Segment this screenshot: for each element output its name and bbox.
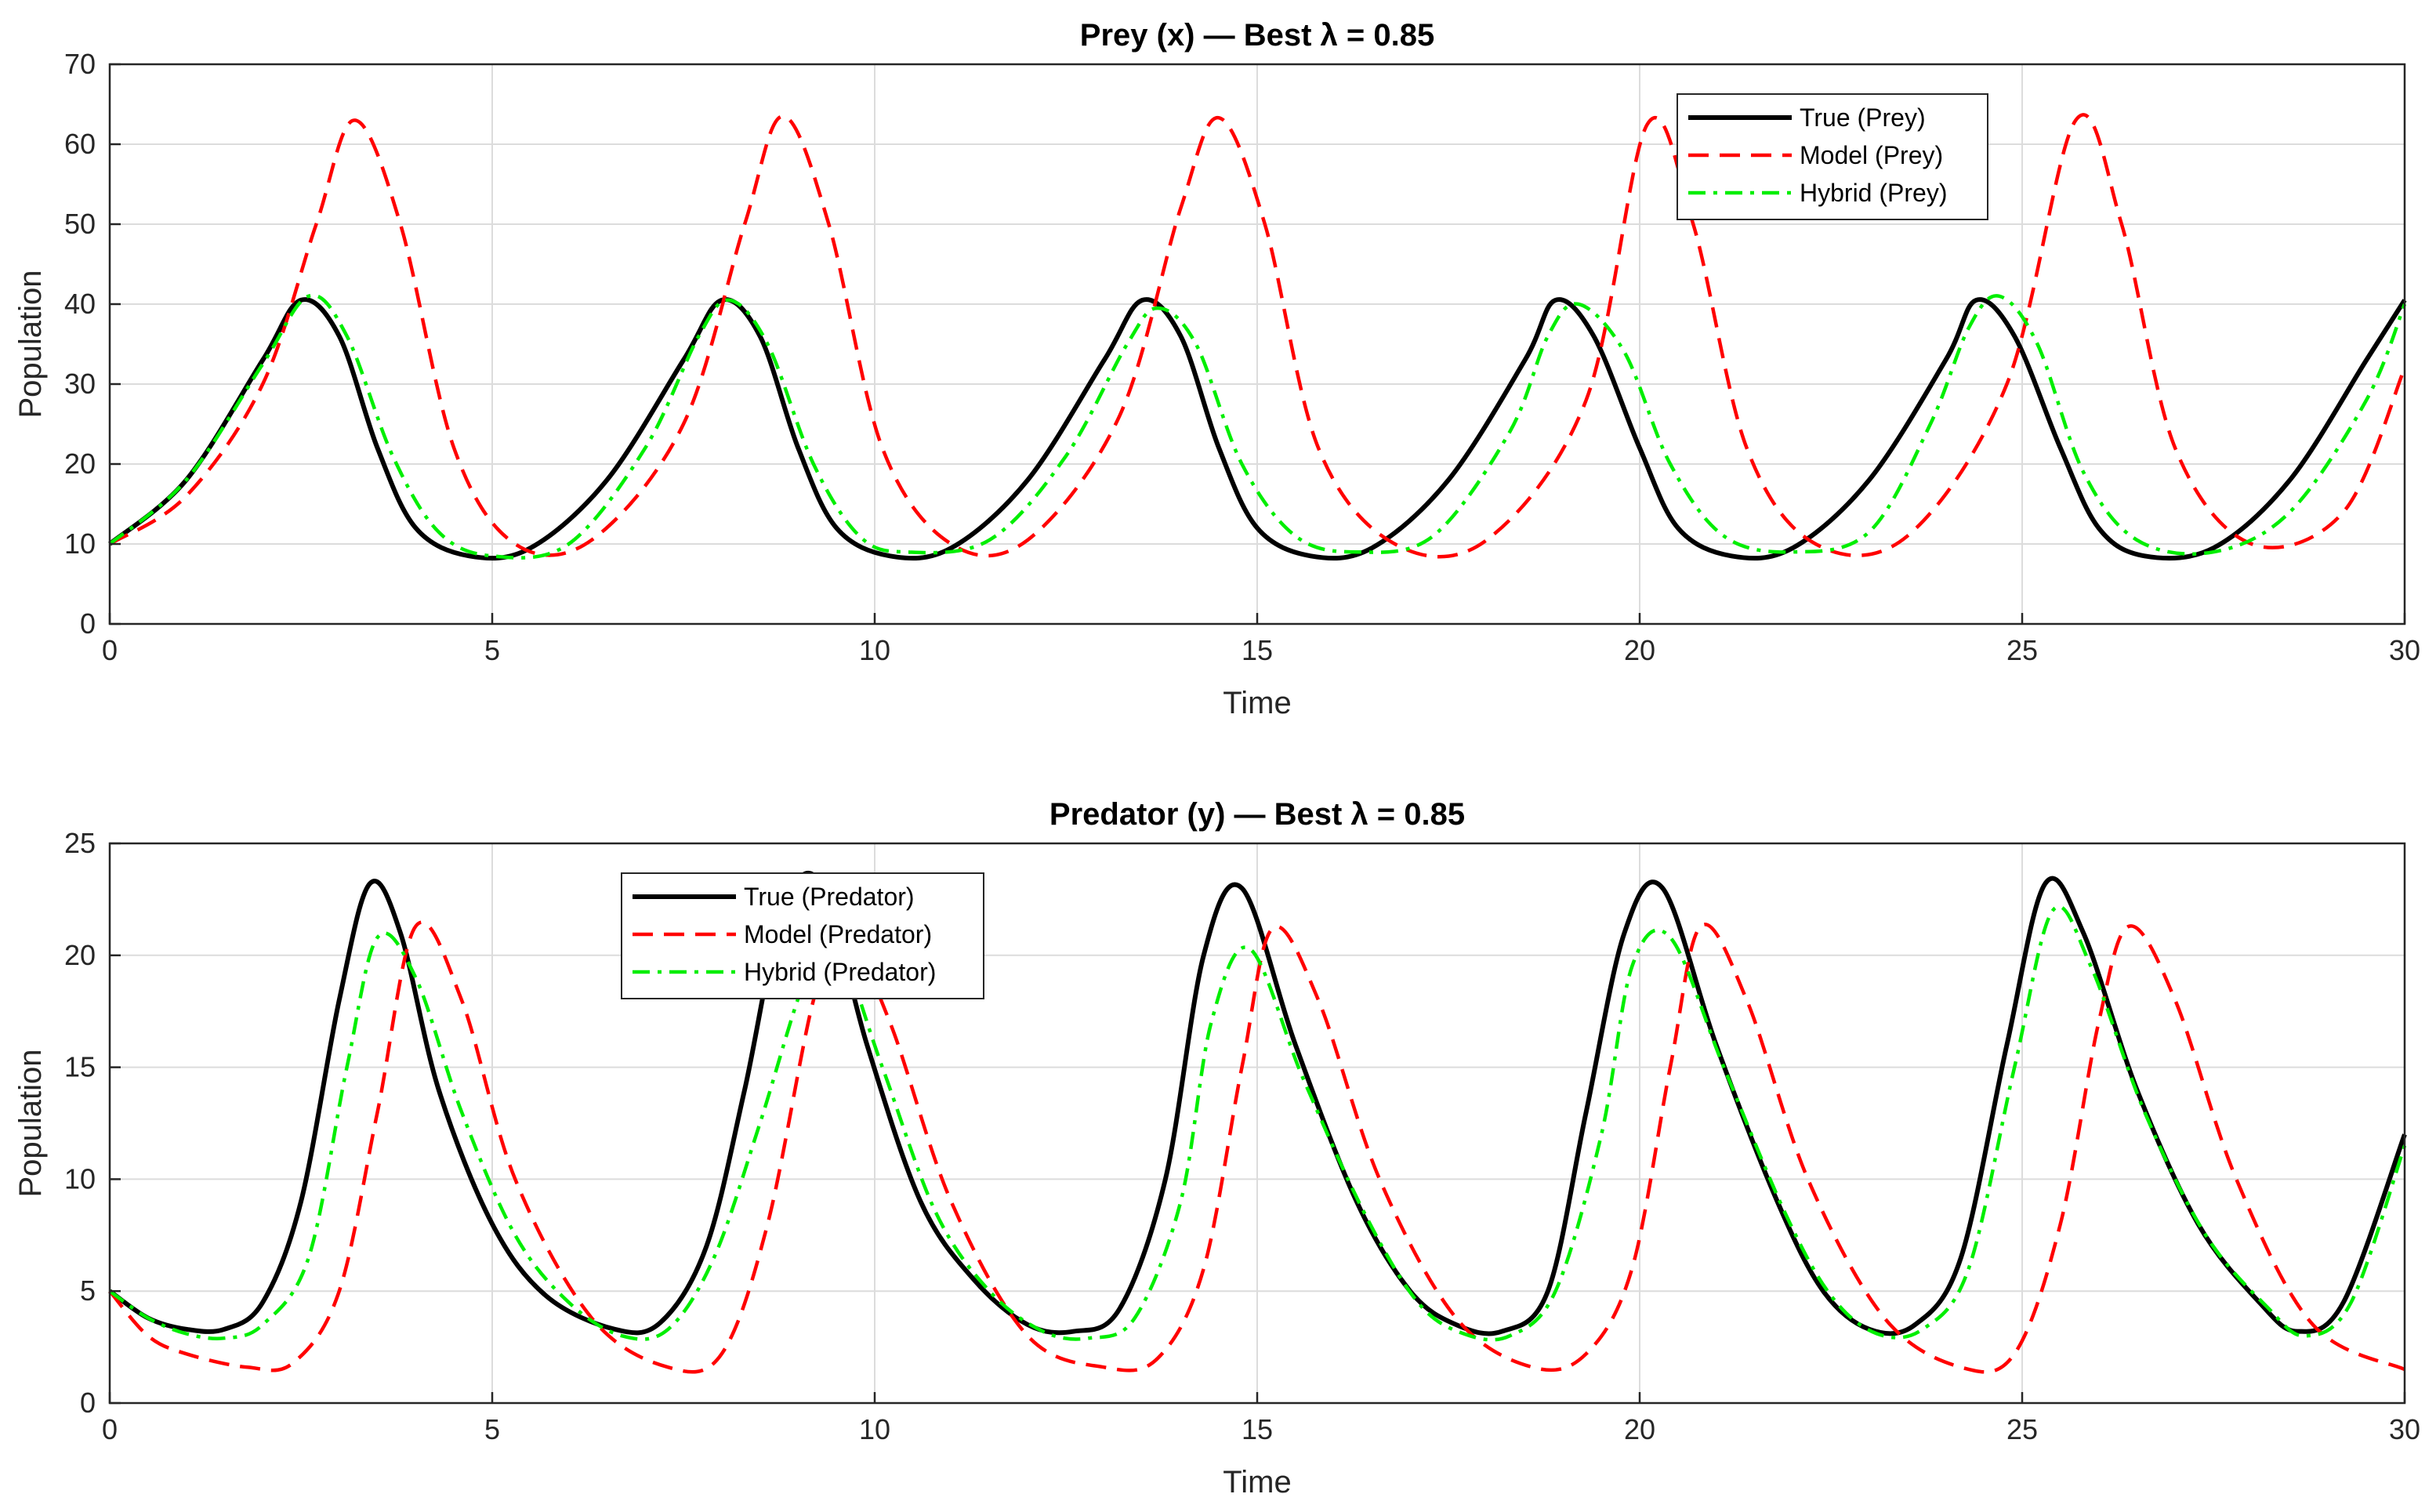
prey-series: [108, 113, 2407, 561]
prey-x-tick-label: 10: [859, 634, 890, 666]
predator-x-tick-label: 15: [1242, 1413, 1273, 1445]
prey-legend-label: True (Prey): [1800, 103, 1926, 132]
prey-legend-label: Hybrid (Prey): [1800, 179, 1947, 207]
predator-x-tick-label: 10: [859, 1413, 890, 1445]
predator-series-dashed-line: [108, 920, 2405, 1374]
prey-x-tick-label: 0: [102, 634, 118, 666]
prey-legend: True (Prey) Model (Prey) Hybrid (Prey): [1677, 93, 1988, 220]
prey-y-tick-label: 20: [64, 448, 96, 480]
predator-x-tick-label: 5: [484, 1413, 500, 1445]
prey-x-ticks: 0 5 10 15 20 25 30: [102, 613, 2420, 666]
predator-subplot: 0 5 10 15 20 25 30 0 5 10 15 20 25 Predator (y) — B…: [13, 797, 2420, 1499]
prey-y-axis-label: Population: [13, 270, 48, 418]
prey-y-tick-label: 70: [64, 48, 96, 80]
prey-series-dashed-line: [108, 113, 2407, 559]
predator-y-tick-label: 5: [80, 1275, 96, 1307]
predator-legend-label: Hybrid (Predator): [744, 958, 936, 986]
prey-x-tick-label: 30: [2389, 634, 2420, 666]
prey-series-solid-line: [108, 297, 2407, 561]
prey-y-tick-label: 10: [64, 528, 96, 560]
prey-chart-title: Prey (x) — Best λ = 0.85: [1080, 18, 1434, 53]
prey-y-tick-label: 0: [80, 607, 96, 640]
prey-y-tick-label: 40: [64, 288, 96, 320]
predator-y-axis-label: Population: [13, 1049, 48, 1197]
prey-x-tick-label: 20: [1624, 634, 1655, 666]
prey-y-tick-label: 60: [64, 128, 96, 160]
predator-y-tick-label: 15: [64, 1051, 96, 1083]
predator-series-solid-line: [108, 871, 2407, 1336]
predator-y-tick-label: 0: [80, 1387, 96, 1419]
predator-y-tick-label: 25: [64, 827, 96, 859]
predator-x-tick-label: 25: [2006, 1413, 2038, 1445]
predator-y-tick-label: 20: [64, 939, 96, 971]
prey-gridlines: [109, 63, 2405, 625]
predator-x-tick-label: 0: [102, 1413, 118, 1445]
predator-x-ticks: 0 5 10 15 20 25 30: [102, 1392, 2420, 1445]
prey-y-ticks: 0 10 20 30 40 50 60 70: [64, 48, 121, 640]
prey-x-axis-label: Time: [1223, 686, 1291, 720]
predator-legend-label: Model (Predator): [744, 920, 932, 948]
predator-x-axis-label: Time: [1223, 1465, 1291, 1499]
prey-x-tick-label: 25: [2006, 634, 2038, 666]
predator-series: [108, 871, 2407, 1374]
prey-subplot: 0 5 10 15 20 25 30 0 10 20 30 40 50 60 70 Prey (x) — …: [13, 18, 2420, 720]
predator-series-dashdot-line: [108, 905, 2407, 1342]
predator-chart-title: Predator (y) — Best λ = 0.85: [1049, 797, 1465, 832]
predator-legend-label: True (Predator): [744, 883, 915, 911]
predator-legend: True (Predator) Model (Predator) Hybrid (P…: [621, 872, 984, 999]
prey-x-tick-label: 15: [1242, 634, 1273, 666]
prey-series-dashdot-line: [108, 293, 2407, 560]
predator-x-tick-label: 20: [1624, 1413, 1655, 1445]
prey-y-tick-label: 30: [64, 368, 96, 400]
prey-y-tick-label: 50: [64, 208, 96, 240]
predator-y-tick-label: 10: [64, 1162, 96, 1195]
predator-y-ticks: 0 5 10 15 20 25: [64, 827, 121, 1419]
prey-x-tick-label: 5: [484, 634, 500, 666]
predator-x-tick-label: 30: [2389, 1413, 2420, 1445]
prey-legend-label: Model (Prey): [1800, 141, 1943, 169]
